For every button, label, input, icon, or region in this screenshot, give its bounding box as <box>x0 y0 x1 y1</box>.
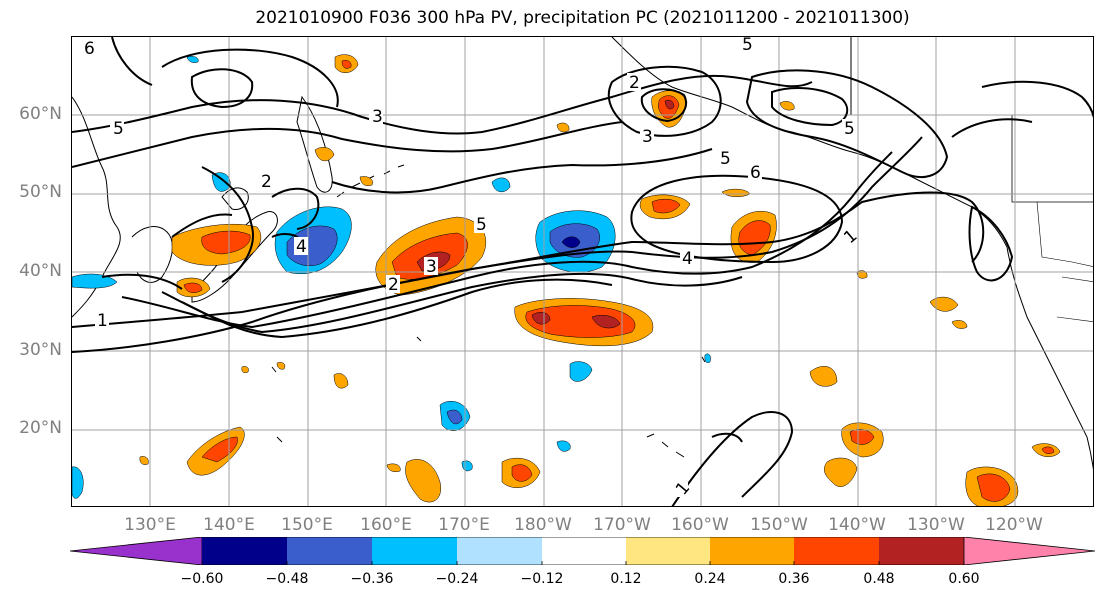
contour-label-5-jet: 5 <box>476 215 487 235</box>
colorbar-bin-6 <box>626 537 710 565</box>
colorbar-tick-10: 0.60 <box>948 571 980 587</box>
colorbar-tick-1: −0.60 <box>180 571 224 587</box>
map-canvas: 5 3 5 6 5 2 3 1 2 3 4 1 1 6 <box>72 37 1093 506</box>
contour-label-1-left: 1 <box>97 311 108 331</box>
contour-label-2-upper: 2 <box>629 73 640 93</box>
precip-pos-3-mid <box>201 230 251 255</box>
colorbar-bin-4 <box>457 537 542 565</box>
contour-closed-east-inner <box>771 87 849 127</box>
contour-3 <box>121 151 893 329</box>
contour-label-3-mid: 3 <box>372 107 383 127</box>
colorbar-tick-5: −0.12 <box>520 571 564 587</box>
colorbar-bin-1 <box>202 537 287 565</box>
contour-label-3-upper: 3 <box>642 127 653 147</box>
lat-label-50n: 50°N <box>19 182 62 202</box>
contour-closed-tl <box>190 68 254 109</box>
colorbar-bin-9 <box>879 537 964 565</box>
precip-pos-2-mid <box>525 305 636 338</box>
precip-neg-1-inner <box>286 225 338 266</box>
contour-upper-c <box>201 166 254 283</box>
contour-label-2-center: 2 <box>388 275 399 295</box>
contour-label-group: 5 3 5 6 5 2 3 1 2 3 4 1 1 6 <box>82 37 861 499</box>
contour-5 <box>181 278 613 339</box>
contour-upper-d <box>331 148 713 194</box>
lon-label-160w: 160°W <box>671 515 729 535</box>
colorbar-extend-high <box>963 537 1095 565</box>
lon-label-160e: 160°E <box>360 515 412 535</box>
lon-label-140w: 140°W <box>828 515 886 535</box>
graticule <box>72 37 1093 506</box>
contour-label-5-tl: 5 <box>113 119 124 139</box>
colorbar-tick-9: 0.48 <box>863 571 895 587</box>
colorbar-bin-8 <box>794 537 879 565</box>
contour-closed-alaska <box>607 65 722 137</box>
colorbar-tick-7: 0.24 <box>694 571 726 587</box>
map-title: 2021010900 F036 300 hPa PV, precipitatio… <box>255 8 910 28</box>
contour-upper-b <box>72 121 623 168</box>
contour-label-4-center: 4 <box>682 249 693 269</box>
colorbar-tick-6: 0.12 <box>610 571 642 587</box>
lon-label-150e: 150°E <box>281 515 333 535</box>
colorbar-tick-8: 0.36 <box>778 571 810 587</box>
precip-shading <box>72 54 1061 506</box>
precip-neg-2-core <box>561 236 581 248</box>
contour-upper-a <box>72 74 813 135</box>
lat-label-20n: 20°N <box>19 418 62 438</box>
lat-label-60n: 60°N <box>19 104 62 124</box>
lon-label-120w: 120°W <box>985 515 1043 535</box>
contour-2 <box>72 136 923 328</box>
contour-label-5-right: 5 <box>844 119 855 139</box>
contour-closed-hawaii <box>671 411 794 506</box>
contour-closed-east <box>745 69 949 178</box>
lon-label-140e: 140°E <box>203 515 255 535</box>
lon-label-180w: 180°W <box>514 515 572 535</box>
contour-label-6-tl: 6 <box>84 39 95 59</box>
contour-label-5-center: 5 <box>720 149 731 169</box>
colorbar <box>70 537 1095 565</box>
lon-label-130w: 130°W <box>907 515 965 535</box>
lon-label-150w: 150°W <box>750 515 808 535</box>
colorbar-tick-3: −0.36 <box>350 571 394 587</box>
colorbar-extend-low <box>70 537 203 565</box>
precip-pos-2-core2 <box>591 315 621 329</box>
colorbar-bin-5 <box>542 537 626 565</box>
contour-4 <box>161 272 743 334</box>
precip-pos-2-core1 <box>531 312 551 325</box>
contour-upper-e <box>271 187 320 230</box>
contour-label-4-jet: 4 <box>296 237 307 257</box>
contour-label-2-japan: 2 <box>261 172 272 192</box>
contour-label-3-center: 3 <box>426 257 437 277</box>
colorbar-bin-3 <box>372 537 457 565</box>
colorbar-bin-7 <box>710 537 794 565</box>
colorbar-tick-4: −0.24 <box>435 571 479 587</box>
lat-label-30n: 30°N <box>19 340 62 360</box>
contour-label-6-right: 6 <box>750 163 761 183</box>
lon-label-170e: 170°E <box>438 515 490 535</box>
lon-label-130e: 130°E <box>124 515 176 535</box>
map-panel: 5 3 5 6 5 2 3 1 2 3 4 1 1 6 <box>71 36 1094 507</box>
colorbar-svg <box>70 537 1095 565</box>
contour-1 <box>72 191 985 353</box>
contour-closed-c <box>630 174 844 264</box>
lon-label-170w: 170°W <box>593 515 651 535</box>
colorbar-tick-2: −0.48 <box>265 571 309 587</box>
contour-closed-alaska-inner <box>640 88 687 123</box>
lat-label-40n: 40°N <box>19 261 62 281</box>
colorbar-bin-2 <box>287 537 372 565</box>
pv-contours <box>72 37 1093 506</box>
contour-label-5-top: 5 <box>742 37 753 55</box>
